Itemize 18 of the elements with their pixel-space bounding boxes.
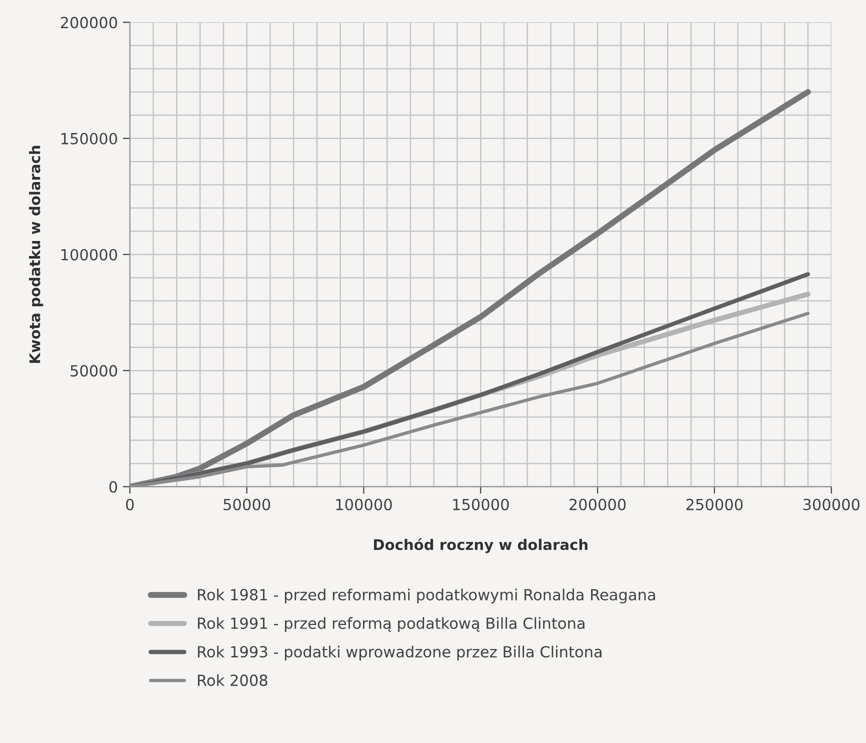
legend-label: Rok 1993 - podatki wprowadzone przez Billa Clintona xyxy=(198,646,602,661)
y-tick-label: 150000 xyxy=(61,132,118,144)
x-tick-label: 150000 xyxy=(453,498,509,510)
x-tick-label: 200000 xyxy=(570,498,626,510)
y-axis-title: Kwota podatku w dolarach xyxy=(28,146,44,363)
x-tick-label: 50000 xyxy=(224,498,270,510)
x-axis-title: Dochód roczny w dolarach xyxy=(374,538,588,554)
legend-label: Rok 2008 xyxy=(198,674,268,686)
legend-label: Rok 1981 - przed reformami podatkowymi Ronalda Reagana xyxy=(198,588,655,604)
x-tick-label: 250000 xyxy=(686,498,743,510)
y-tick-label: 50000 xyxy=(70,365,118,377)
x-tick-label: 300000 xyxy=(803,498,860,510)
y-tick-label: 0 xyxy=(109,481,118,493)
x-tick-label: 100000 xyxy=(336,498,392,510)
legend-label: Rok 1991 - przed reformą podatkową Billa Clintona xyxy=(198,617,584,632)
y-tick-label: 100000 xyxy=(61,248,118,260)
x-tick-label: 0 xyxy=(126,498,134,510)
y-tick-label: 200000 xyxy=(60,16,118,28)
